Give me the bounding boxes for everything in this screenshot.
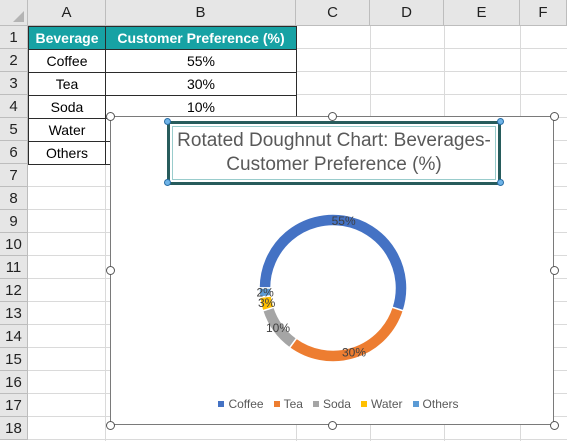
column-header-f[interactable]: F [520,0,567,26]
legend-label-tea: Tea [283,397,303,411]
legend-item-water[interactable]: Water [360,397,403,411]
row-header-10[interactable]: 10 [0,233,28,256]
title-handle-top-left[interactable] [164,118,171,125]
gridline-horizontal [28,439,567,440]
chart-title[interactable]: Rotated Doughnut Chart: Beverages-Custom… [177,130,491,175]
legend-swatch-others [412,401,419,407]
row-header-14[interactable]: 14 [0,325,28,348]
column-header-c[interactable]: C [296,0,370,26]
column-header-a[interactable]: A [28,0,106,26]
legend-label-water: Water [370,397,403,411]
row-header-4[interactable]: 4 [0,95,28,118]
gridline-vertical [105,26,106,441]
legend-label-coffee: Coffee [228,397,264,411]
cell-a2[interactable]: Coffee [28,49,106,73]
legend-label-others: Others [422,397,459,411]
column-header-e[interactable]: E [444,0,520,26]
row-header-9[interactable]: 9 [0,210,28,233]
column-header-d[interactable]: D [370,0,444,26]
resize-handle-top-left[interactable] [106,112,115,121]
chart-title-box[interactable]: Rotated Doughnut Chart: Beverages-Custom… [167,121,501,185]
resize-handle-bottom[interactable] [328,421,337,430]
gridline-horizontal [28,48,567,49]
resize-handle-left[interactable] [106,266,115,275]
header-cell-beverage[interactable]: Beverage [28,26,106,50]
chart-legend[interactable]: Coffee Tea Soda Water Others [0,396,567,412]
legend-swatch-coffee [218,401,225,407]
row-header-3[interactable]: 3 [0,72,28,95]
cell-a6[interactable]: Others [28,141,106,165]
resize-handle-right[interactable] [550,266,559,275]
header-cell-preference[interactable]: Customer Preference (%) [105,26,297,50]
row-header-16[interactable]: 16 [0,371,28,394]
legend-swatch-soda [312,401,319,407]
row-header-1[interactable]: 1 [0,26,28,49]
row-header-13[interactable]: 13 [0,302,28,325]
gridline-horizontal [28,94,567,95]
legend-item-coffee[interactable]: Coffee [218,397,264,411]
cell-a5[interactable]: Water [28,118,106,142]
legend-label-soda: Soda [322,397,351,411]
legend-swatch-tea [273,401,280,407]
legend-item-tea[interactable]: Tea [273,397,303,411]
resize-handle-top-right[interactable] [550,112,559,121]
row-header-12[interactable]: 12 [0,279,28,302]
row-header-7[interactable]: 7 [0,164,28,187]
cell-b2[interactable]: 55% [105,49,297,73]
select-all-triangle-icon [13,11,24,22]
cell-a4[interactable]: Soda [28,95,106,119]
select-all-corner[interactable] [0,0,28,26]
cell-b3[interactable]: 30% [105,72,297,96]
column-header-b[interactable]: B [106,0,296,26]
gridline-horizontal [28,71,567,72]
title-handle-bottom-left[interactable] [164,179,171,186]
title-handle-bottom-right[interactable] [497,179,504,186]
title-handle-top-right[interactable] [497,118,504,125]
legend-item-others[interactable]: Others [412,397,459,411]
row-header-17[interactable]: 17 [0,394,28,417]
resize-handle-bottom-left[interactable] [106,421,115,430]
cell-a3[interactable]: Tea [28,72,106,96]
cell-b4[interactable]: 10% [105,95,297,119]
row-header-8[interactable]: 8 [0,187,28,210]
resize-handle-top[interactable] [328,112,337,121]
legend-item-soda[interactable]: Soda [312,397,351,411]
row-header-2[interactable]: 2 [0,49,28,72]
resize-handle-bottom-right[interactable] [550,421,559,430]
row-header-15[interactable]: 15 [0,348,28,371]
legend-swatch-water [360,401,367,407]
row-header-5[interactable]: 5 [0,118,28,141]
row-header-11[interactable]: 11 [0,256,28,279]
row-header-18[interactable]: 18 [0,417,28,440]
row-header-6[interactable]: 6 [0,141,28,164]
